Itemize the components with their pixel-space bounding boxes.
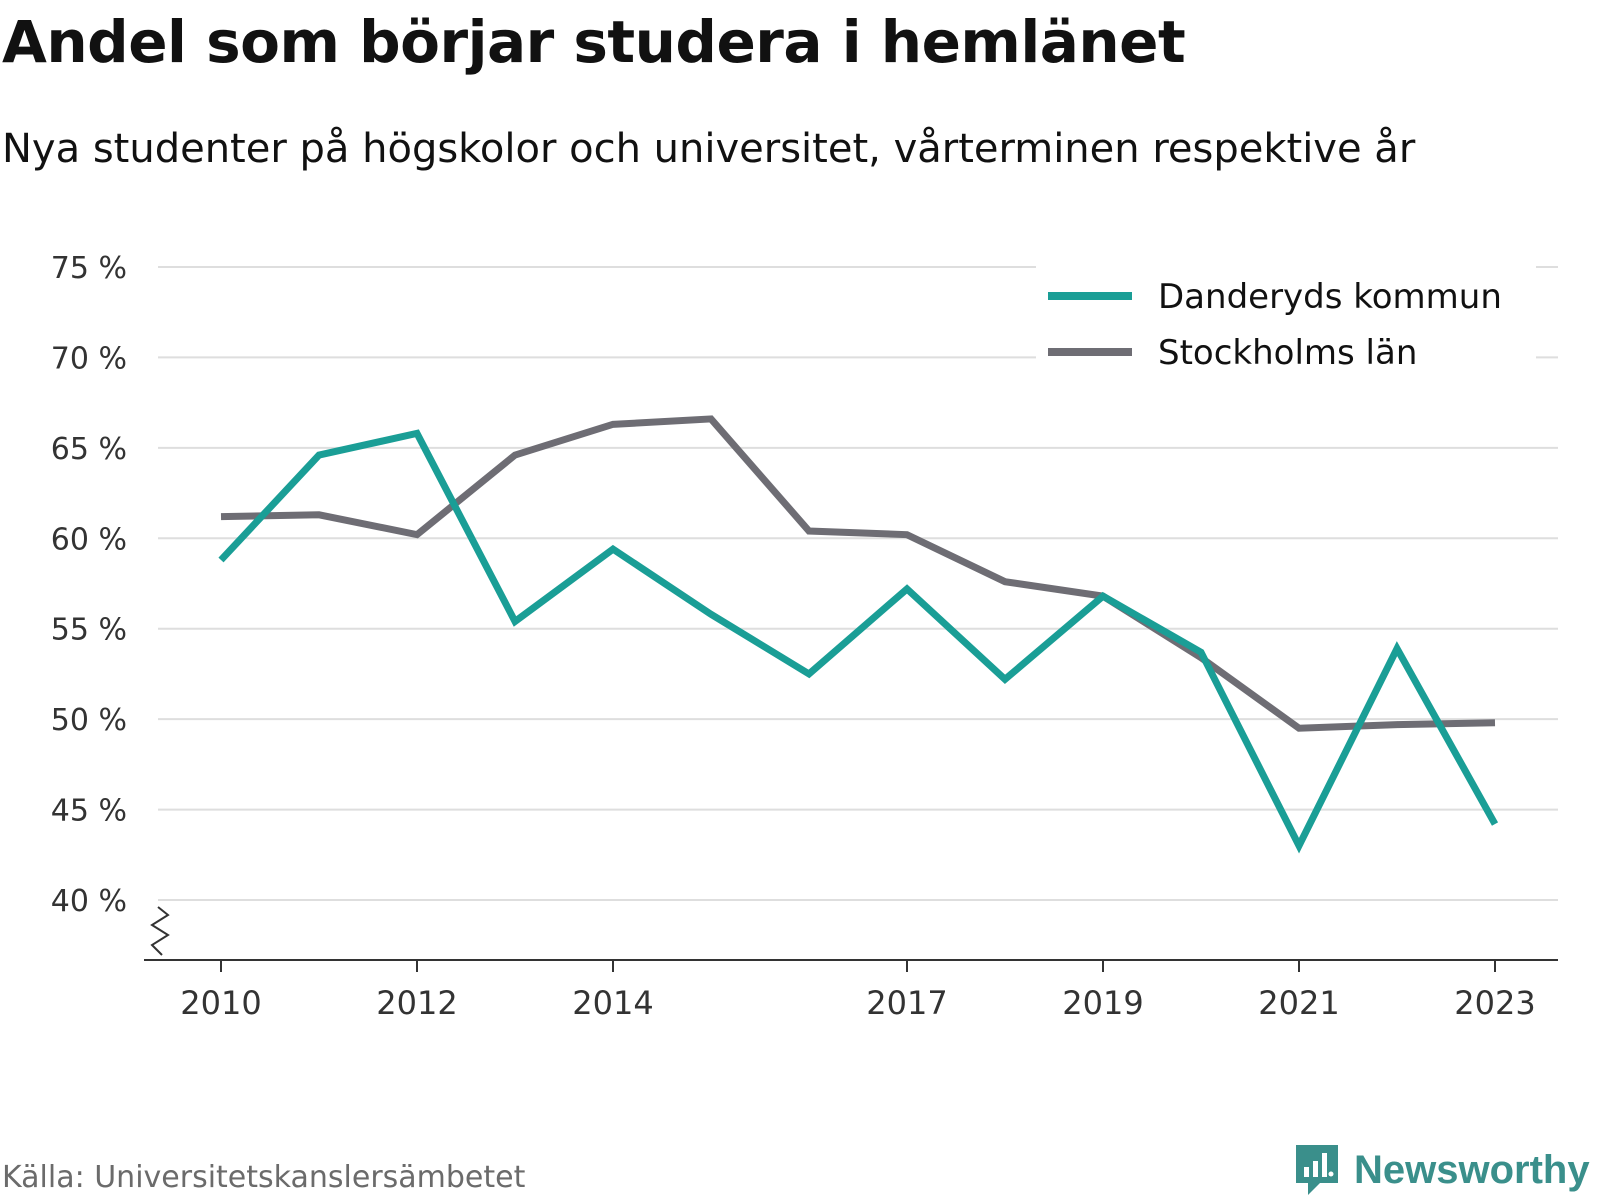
x-tick-label: 2023: [1454, 984, 1535, 1022]
series-lines: [218, 415, 1499, 854]
series-line-danderyds-kommun: [218, 429, 1499, 854]
x-axis-ticks: 2010 2012 2014 2017 2019 2021 2023: [180, 960, 1536, 1022]
y-tick-label: 65 %: [51, 432, 127, 467]
newsworthy-logo-icon: [1296, 1145, 1338, 1195]
brand-name: Newsworthy: [1354, 1147, 1590, 1192]
chart-subtitle: Nya studenter på högskolor och universit…: [2, 126, 1416, 172]
series-line-stockholms-lan: [220, 415, 1496, 732]
line-chart: 75 %70 %65 %60 %55 %50 %45 %40 % 2010 201…: [51, 251, 1558, 1022]
legend-label: Stockholms län: [1158, 333, 1417, 373]
y-axis-ticks: 75 % 70 % 65 % 60 % 55 % 50 % 45 % 40 %: [51, 251, 127, 919]
chart-title: Andel som börjar studera i hemlänet: [2, 8, 1186, 76]
y-tick-label: 50 %: [51, 703, 127, 738]
x-axis: [144, 906, 1558, 961]
x-tick-label: 2019: [1062, 984, 1143, 1022]
gridlines: [158, 266, 1558, 901]
y-tick-label: 45 %: [51, 794, 127, 829]
x-tick-label: 2017: [866, 984, 947, 1022]
x-tick-label: 2012: [376, 984, 457, 1022]
legend-background: [1036, 262, 1536, 362]
source-note: Källa: Universitetskanslersämbetet: [2, 1160, 526, 1195]
y-axis-break-icon: [150, 906, 170, 956]
y-tick-label: 75 %: [51, 251, 127, 286]
y-tick-label: 70 %: [51, 341, 127, 376]
brand-logo: Newsworthy: [1292, 1140, 1590, 1200]
x-tick-label: 2014: [572, 984, 653, 1022]
legend: Danderyds kommun Stockholms län: [1036, 262, 1536, 373]
y-tick-label: 60 %: [51, 522, 127, 557]
x-tick-label: 2021: [1258, 984, 1339, 1022]
y-tick-label: 55 %: [51, 613, 127, 648]
legend-label: Danderyds kommun: [1158, 277, 1502, 317]
x-tick-label: 2010: [180, 984, 261, 1022]
y-tick-label: 40 %: [51, 884, 127, 919]
